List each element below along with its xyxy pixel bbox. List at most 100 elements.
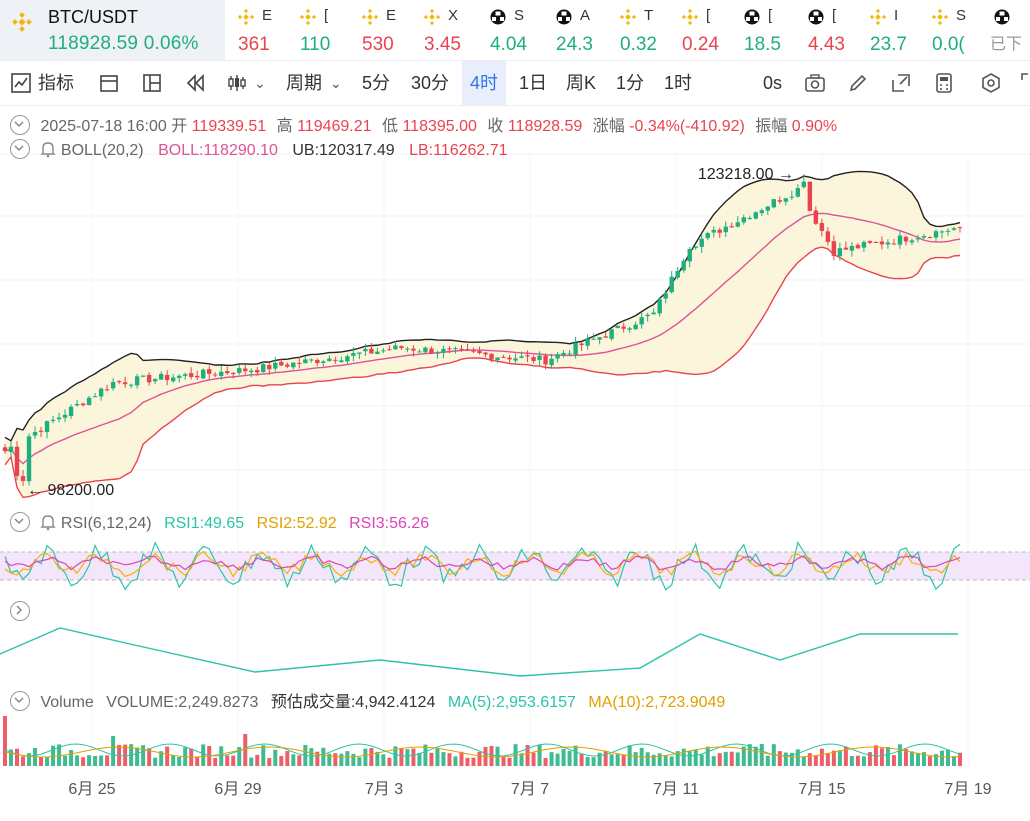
fullscreen-icon[interactable] — [1020, 72, 1030, 94]
x-axis-label: 7月 19 — [944, 781, 991, 798]
ticker-item-name: A — [580, 7, 591, 24]
indicator-icon[interactable] — [10, 72, 32, 94]
volume-bar — [75, 755, 80, 766]
ticker-item[interactable]: [18.5 — [734, 0, 794, 60]
high-label: 高 — [276, 118, 293, 135]
kline-chart-canvas[interactable]: 123218.00 → ← 98200.00 6月 25 6月 29 7月 3 7月 7 7… — [0, 104, 1030, 816]
volume-bar — [39, 756, 44, 766]
volume-bar — [375, 751, 380, 766]
volume-bar — [927, 756, 932, 766]
interval-tab[interactable]: 1时 — [663, 73, 692, 93]
bell-icon[interactable] — [40, 140, 57, 163]
candle-body — [585, 338, 590, 346]
volume-bar — [255, 754, 260, 766]
ticker-item[interactable]: E 361 — [228, 0, 288, 60]
candle-body — [531, 357, 536, 362]
crop-icon[interactable] — [890, 72, 912, 94]
binance-icon — [362, 9, 378, 25]
volume-bar — [603, 750, 608, 766]
candle-body — [158, 373, 164, 380]
volume-bar — [777, 751, 782, 766]
candle-body — [753, 212, 758, 219]
volume-bar — [141, 745, 146, 766]
indicators-button[interactable]: 指标 — [38, 73, 74, 93]
candlestick-type-icon[interactable] — [226, 72, 248, 94]
interval-tab[interactable]: 周K — [565, 73, 596, 93]
volume-bar — [753, 746, 758, 766]
calculator-icon[interactable] — [933, 72, 955, 94]
collapse-toggle-icon[interactable] — [10, 115, 30, 135]
ticker-item-value: 361 — [238, 34, 270, 55]
volume-bar — [345, 751, 350, 766]
interval-tab[interactable]: 30分 — [410, 73, 450, 93]
ticker-item[interactable]: [0.24 — [672, 0, 732, 60]
ticker-item[interactable]: [110 — [290, 0, 350, 60]
candle-body — [561, 352, 566, 356]
ticker-item[interactable]: A 24.3 — [546, 0, 606, 60]
volume-bar — [261, 745, 266, 766]
volume-bar — [447, 753, 452, 766]
interval-tab[interactable]: 5分 — [361, 73, 390, 93]
ticker-item[interactable]: X 3.45 — [414, 0, 474, 60]
close-label: 收 — [487, 118, 504, 135]
ticker-item[interactable]: [4.43 — [798, 0, 858, 60]
candle-body — [801, 181, 807, 188]
candle-body — [861, 242, 867, 248]
kline-chart[interactable]: 123218.00 → ← 98200.00 6月 25 6月 29 7月 3 7月 7 7… — [0, 104, 1030, 816]
volume-value: VOLUME:2,249.8273 — [106, 694, 259, 711]
ticker-item[interactable]: I 23.7 — [860, 0, 920, 60]
pencil-icon[interactable] — [847, 72, 869, 94]
volume-bar — [885, 747, 890, 766]
volume-bar — [855, 755, 860, 766]
candle-body — [573, 342, 578, 355]
interval-tab[interactable]: 1日 — [518, 73, 547, 93]
ticker-item[interactable]: E 530 — [352, 0, 412, 60]
volume-bar — [729, 751, 734, 766]
volume-bar — [177, 756, 182, 766]
rsi-info: RSI(6,12,24) RSI1:49.65 RSI2:52.92 RSI3:… — [10, 512, 429, 536]
candle-body — [327, 358, 332, 362]
volume-bar — [135, 747, 140, 766]
volume-bar — [573, 745, 578, 766]
candle-body — [651, 312, 656, 315]
volume-bar — [747, 744, 752, 766]
candle-body — [477, 350, 482, 354]
chevron-down-icon[interactable]: ⌄ — [330, 75, 342, 91]
volume-bar — [801, 756, 806, 766]
settings-icon[interactable] — [980, 72, 1002, 94]
volume-bar — [717, 753, 722, 766]
volume-bar — [867, 752, 872, 766]
calendar-icon[interactable] — [98, 72, 120, 94]
interval-tab[interactable]: 1分 — [615, 73, 644, 93]
collapse-toggle-icon[interactable] — [10, 139, 30, 159]
collapse-toggle-icon[interactable] — [10, 512, 30, 532]
countdown-label: 0s — [763, 73, 783, 93]
interval-tab[interactable]: 4时 — [462, 61, 506, 105]
candle-body — [182, 374, 188, 376]
collapse-toggle-icon[interactable] — [10, 691, 30, 711]
ticker-item[interactable]: T 0.32 — [610, 0, 670, 60]
volume-bar — [633, 752, 638, 766]
binance-icon — [238, 9, 254, 25]
camera-icon[interactable] — [804, 72, 826, 94]
ticker-main-pair[interactable]: BTC/USDT 118928.59 0.06% — [0, 0, 225, 60]
chevron-down-icon[interactable]: ⌄ — [254, 75, 266, 91]
rewind-icon[interactable] — [184, 72, 206, 94]
candle-body — [285, 364, 290, 367]
volume-bar — [165, 746, 170, 766]
expand-toggle-icon[interactable] — [10, 601, 30, 621]
layout-icon[interactable] — [141, 72, 163, 94]
candle-body — [501, 356, 506, 358]
ticker-item-name: S — [514, 7, 525, 24]
x-axis-label: 7月 3 — [365, 781, 403, 798]
high-value: 119469.21 — [297, 118, 372, 135]
volume-bar — [711, 756, 716, 766]
volume-bar — [897, 744, 902, 766]
candle-body — [579, 343, 584, 346]
bell-icon[interactable] — [40, 513, 57, 536]
ticker-item[interactable]: 已下 — [984, 0, 1030, 60]
ticker-item-name: T — [644, 7, 654, 24]
ticker-item[interactable]: S 4.04 — [480, 0, 540, 60]
period-dropdown[interactable]: 周期 — [286, 73, 322, 93]
ticker-item[interactable]: S 0.0( — [922, 0, 982, 60]
